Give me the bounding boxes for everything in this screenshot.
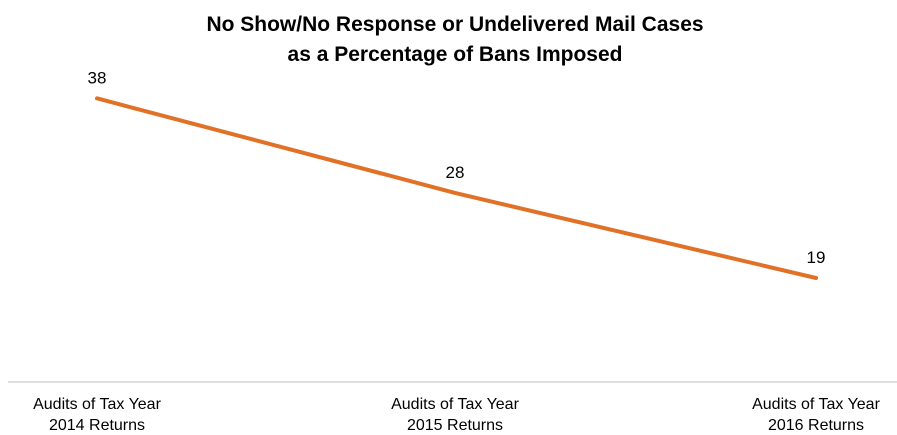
series-line bbox=[95, 96, 818, 280]
x-tick-label-line: Audits of Tax Year bbox=[33, 396, 161, 413]
x-tick-label-line: 2014 Returns bbox=[49, 417, 145, 434]
chart-title-line-1: No Show/No Response or Undelivered Mail … bbox=[206, 13, 703, 36]
x-tick-label: Audits of Tax Year 2014 Returns bbox=[33, 396, 161, 434]
data-label: 38 bbox=[88, 68, 107, 87]
chart-title-line-2: as a Percentage of Bans Imposed bbox=[288, 43, 623, 66]
x-tick-label-line: 2016 Returns bbox=[768, 417, 864, 434]
x-tick-label-line: Audits of Tax Year bbox=[391, 396, 519, 413]
data-label: 19 bbox=[807, 248, 826, 267]
data-label: 28 bbox=[446, 163, 465, 182]
x-tick-label: Audits of Tax Year 2016 Returns bbox=[752, 396, 880, 434]
x-tick-label-line: 2015 Returns bbox=[407, 417, 503, 434]
x-tick-label-line: Audits of Tax Year bbox=[752, 396, 880, 413]
x-tick-label: Audits of Tax Year 2015 Returns bbox=[391, 396, 519, 434]
